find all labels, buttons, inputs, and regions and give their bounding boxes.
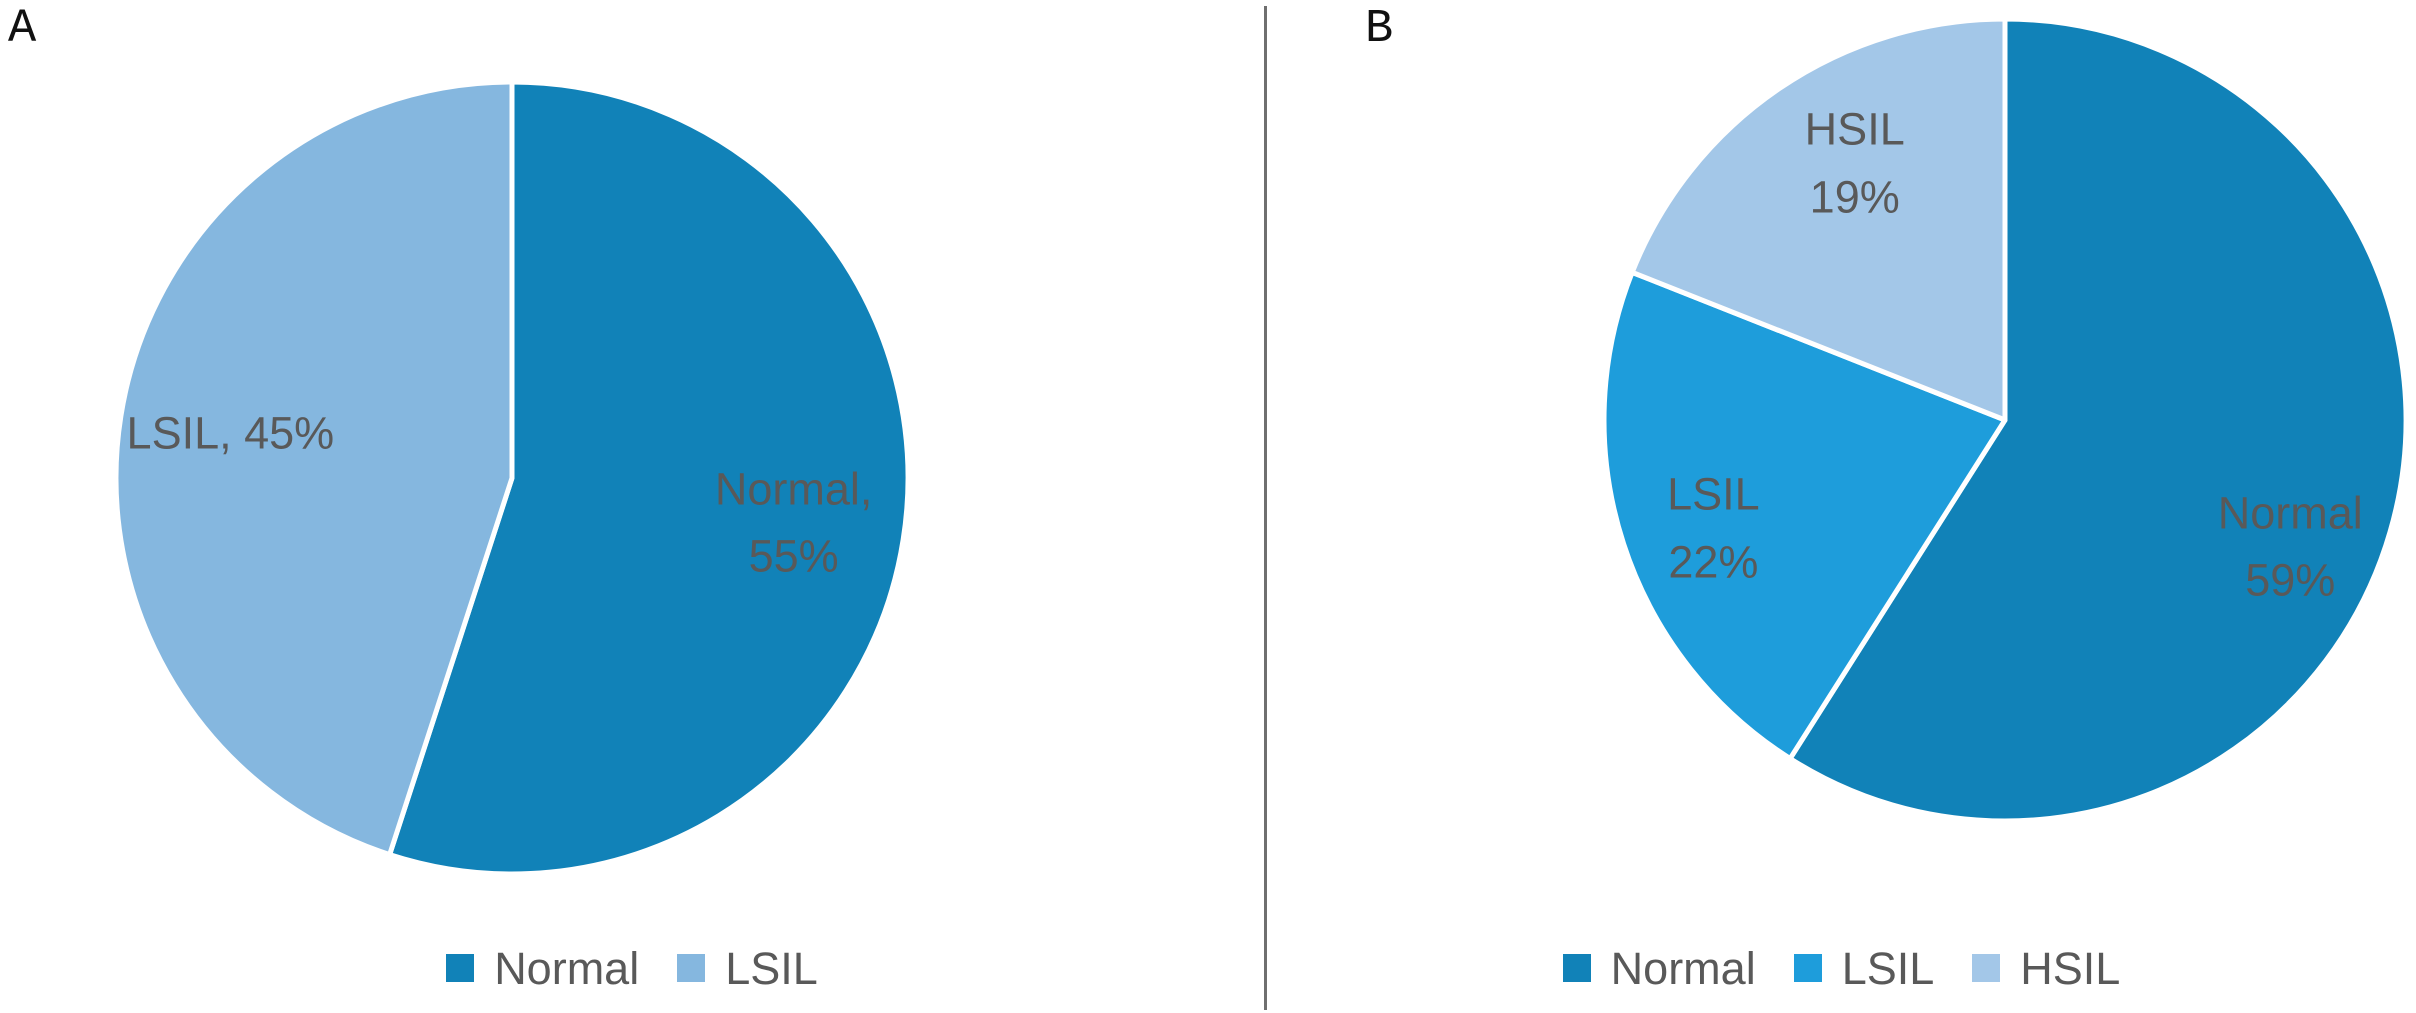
legend-item-normal: Normal: [446, 946, 639, 991]
panel-b: B Normal 59% LSIL 22% HSIL 19% Normal LS…: [1267, 0, 2416, 1013]
slice-label-line: 22%: [1668, 536, 1759, 588]
legend-swatch-lsil: [1793, 954, 1822, 982]
slice-label-lsil-a: LSIL, 45%: [127, 400, 335, 468]
legend-item-normal: Normal: [1562, 942, 1756, 994]
legend-swatch-normal: [1562, 954, 1591, 982]
pie-slice-lsil: [113, 79, 515, 858]
legend-label-lsil: LSIL: [1841, 942, 1935, 994]
legend-swatch-hsil: [1972, 954, 2001, 982]
panel-a-letter: A: [8, 3, 37, 56]
slice-label-line: 19%: [1809, 171, 1900, 223]
legend-swatch-lsil: [677, 954, 706, 982]
pie-chart-b: [1601, 16, 2409, 824]
pie-slice-lsil: [1601, 269, 2008, 762]
legend-b: Normal LSIL HSIL: [1267, 938, 2416, 998]
panel-b-letter: B: [1365, 3, 1394, 56]
legend-label-lsil: LSIL: [725, 942, 818, 994]
slice-label-line: LSIL: [1667, 468, 1760, 520]
slice-label-line: Normal,: [714, 463, 873, 515]
legend-item-lsil: LSIL: [677, 946, 818, 991]
pie-slice-normal: [1787, 16, 2409, 824]
legend-label-normal: Normal: [1610, 942, 1756, 994]
panel-divider-line: [1264, 6, 1267, 1010]
legend-label-normal: Normal: [494, 942, 640, 994]
slice-label-line: Normal: [2217, 487, 2363, 539]
slice-label-line: 55%: [748, 530, 839, 582]
slice-label-line: LSIL, 45%: [126, 407, 335, 459]
legend-item-lsil: LSIL: [1793, 942, 1935, 994]
slice-label-lsil-b: LSIL 22%: [1667, 461, 1760, 596]
slice-label-normal-a: Normal, 55%: [715, 455, 873, 590]
slice-label-line: 59%: [2245, 554, 2336, 606]
legend-swatch-normal: [446, 954, 475, 982]
legend-a: Normal LSIL: [0, 938, 1264, 998]
legend-item-hsil: HSIL: [1972, 946, 2120, 991]
legend-label-hsil: HSIL: [2020, 942, 2121, 994]
slice-label-normal-b: Normal 59%: [2218, 479, 2363, 614]
pie-chart-a: [113, 79, 911, 877]
panel-a: A Normal, 55% LSIL, 45% Normal LSIL: [0, 3, 1264, 998]
slice-label-hsil-b: HSIL 19%: [1805, 96, 1905, 231]
pie-slice-hsil: [1629, 16, 2008, 423]
pie-slice-normal: [387, 79, 911, 877]
slice-label-line: HSIL: [1804, 103, 1905, 155]
